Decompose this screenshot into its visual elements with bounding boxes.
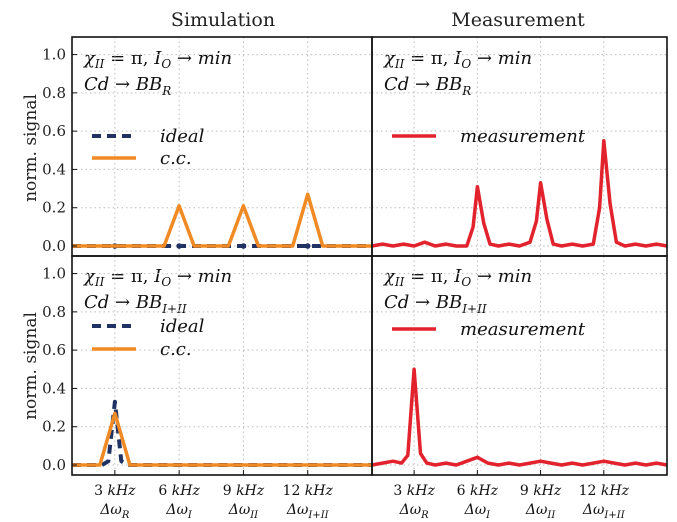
series-marker	[304, 243, 311, 249]
series-line-measurement	[371, 138, 668, 248]
x-tick-label: 6 kHz	[158, 483, 200, 499]
plot-frame	[71, 255, 373, 476]
y-tick-label: 0.4	[42, 160, 66, 178]
series-line-cc	[72, 411, 372, 467]
x-tick-sublabel: ΔωR	[399, 502, 430, 521]
y-tick-label: 0.4	[42, 379, 66, 397]
annotation-line-2: Cd → BBI+II	[84, 292, 187, 316]
col-title-measurement: Measurement	[451, 9, 585, 31]
series-layer	[72, 138, 668, 467]
y-tick-label: 0.6	[42, 341, 66, 359]
x-tick-label: 9 kHz	[223, 483, 265, 499]
col-title-simulation: Simulation	[171, 9, 275, 31]
y-tick-label: 1.0	[42, 46, 66, 64]
x-tick-sublabel: ΔωII	[525, 502, 556, 521]
y-tick-label: 0.2	[42, 199, 66, 217]
x-tick-sublabel: ΔωR	[99, 502, 130, 521]
series-line-ideal	[72, 399, 372, 467]
ticks-layer: 0.0 0.2 0.4 0.6 0.8 1.0 0.0 0.2 0.4 0.6 0.8 1.0 3 kH…	[42, 46, 629, 521]
y-tick-label: 0.2	[42, 418, 66, 436]
annotation-line-1: χII = π, IO → min	[82, 48, 232, 71]
annotation-line-2: Cd → BBR	[384, 74, 471, 98]
annotation-line-1: χII = π, IO → min	[82, 266, 232, 289]
annotation-line-2: Cd → BBI+II	[384, 292, 487, 316]
ylabel-bottom: norm. signal	[21, 312, 41, 420]
ylabel-top: norm. signal	[21, 94, 41, 202]
y-tick-label: 1.0	[42, 265, 66, 283]
series-line-measurement	[371, 367, 668, 467]
plot-frame	[371, 255, 668, 476]
annotation-top-right: χII = π, IO → min Cd → BBR	[382, 48, 532, 98]
y-tick-label: 0.6	[42, 122, 66, 140]
x-tick-label: 3 kHz	[393, 483, 435, 499]
annotation-line-1: χII = π, IO → min	[382, 48, 532, 71]
series-line-cc	[72, 192, 372, 248]
annotation-bottom-right: χII = π, IO → min Cd → BBI+II	[382, 266, 532, 316]
legend-label: measurement	[460, 126, 586, 147]
legend-label: ideal	[160, 316, 205, 337]
x-tick-label: 9 kHz	[520, 483, 562, 499]
x-tick-sublabel: ΔωI	[464, 502, 492, 521]
x-tick-sublabel: ΔωII	[228, 502, 259, 521]
legend-label: c.c.	[160, 339, 192, 360]
y-tick-label: 0.0	[42, 237, 66, 255]
series-marker	[240, 243, 247, 249]
y-tick-label: 0.8	[42, 84, 66, 102]
frames-layer	[71, 36, 668, 476]
x-tick-sublabel: ΔωI+II	[286, 502, 330, 521]
x-tick-label: 12 kHz	[283, 483, 334, 499]
x-tick-label: 3 kHz	[94, 483, 136, 499]
y-tick-label: 0.8	[42, 303, 66, 321]
x-tick-label: 6 kHz	[457, 483, 499, 499]
annotation-line-2: Cd → BBR	[84, 74, 171, 98]
y-tick-label: 0.0	[42, 456, 66, 474]
plot-frame	[71, 36, 373, 257]
x-tick-sublabel: ΔωI+II	[582, 502, 626, 521]
x-tick-label: 12 kHz	[579, 483, 630, 499]
legend-label: measurement	[460, 319, 586, 340]
x-tick-sublabel: ΔωI	[165, 502, 193, 521]
annotation-bottom-left: χII = π, IO → min Cd → BBI+II	[82, 266, 232, 316]
annotation-line-1: χII = π, IO → min	[382, 266, 532, 289]
series-marker	[176, 243, 182, 249]
annotation-top-left: χII = π, IO → min Cd → BBR	[82, 48, 232, 98]
legend-label: c.c.	[160, 148, 192, 169]
grid-layer	[72, 37, 667, 475]
legend-label: ideal	[160, 126, 205, 147]
